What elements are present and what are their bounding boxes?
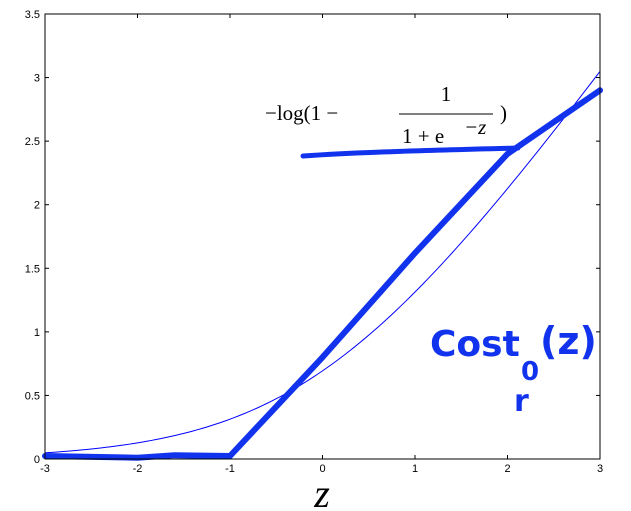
y-tick-label: 1.5 [25, 263, 40, 275]
formula-numerator: 1 [441, 82, 452, 106]
x-tick-label: -1 [225, 463, 235, 475]
formula-suffix: ) [500, 101, 507, 125]
formula-exponent: −z [464, 115, 486, 139]
hand-subscript-text: 0 [521, 357, 539, 387]
hand-cost-text: Cost [430, 324, 520, 365]
formula-denominator: 1 + e [402, 124, 444, 148]
hand-argument-text: (z) [540, 319, 597, 363]
x-tick-label: -3 [40, 463, 50, 475]
x-tick-labels: -3 -2 -1 0 1 2 3 [40, 463, 603, 475]
series-hand-drawn-cost0 [42, 87, 603, 461]
x-tick-label: 2 [504, 463, 510, 475]
x-tick-label: 1 [412, 463, 418, 475]
y-tick-label: 2.5 [25, 136, 40, 148]
x-tick-label: 0 [319, 463, 325, 475]
formula-prefix: −log(1 − [265, 101, 338, 125]
axes-box [44, 13, 601, 460]
series-log-loss-curve [44, 71, 601, 454]
x-tick-label: -2 [133, 463, 143, 475]
y-tick-label: 3 [34, 73, 40, 85]
handwritten-cost-label: Cost 0 (z) r [430, 319, 597, 419]
y-tick-label: 0.5 [25, 390, 40, 402]
formula-annotation: −log(1 − 1 1 + e −z ) [265, 82, 507, 148]
y-tick-label: 0 [34, 454, 40, 466]
y-tick-label: 3.5 [25, 9, 40, 21]
x-tick-label: 3 [597, 463, 603, 475]
formula-underline-stroke [300, 145, 521, 159]
hand-scribble-text: r [514, 384, 529, 419]
y-tick-label: 2 [34, 200, 40, 212]
x-axis-label: z [313, 471, 330, 511]
y-tick-label: 1 [34, 327, 40, 339]
y-tick-labels: 0 0.5 1 1.5 2 2.5 3 3.5 [25, 9, 40, 466]
